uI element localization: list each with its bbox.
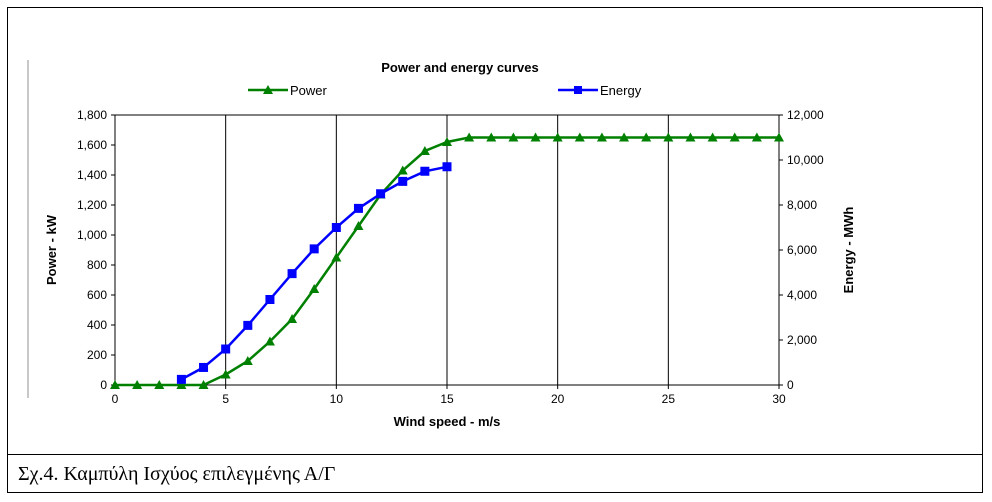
y-left-tick-label: 1,800 [77, 108, 107, 122]
y-left-tick-label: 400 [87, 318, 107, 332]
power-point [596, 132, 607, 142]
y-right-tick-label: 2,000 [787, 333, 817, 347]
x-tick-label: 0 [112, 392, 119, 406]
y-left-tick-label: 1,600 [77, 138, 107, 152]
power-point [287, 314, 298, 323]
power-point [641, 132, 652, 142]
power-point [309, 284, 320, 293]
power-point [397, 165, 408, 175]
y-right-tick-label: 6,000 [787, 243, 817, 257]
x-tick-label: 20 [551, 392, 565, 406]
power-point [552, 132, 563, 142]
power-point [707, 132, 718, 142]
y-left-tick-label: 600 [87, 288, 107, 302]
y-right-tick-label: 10,000 [787, 153, 824, 167]
energy-point [420, 166, 430, 176]
energy-point [442, 162, 452, 172]
power-point [264, 336, 275, 346]
energy-point [287, 269, 297, 279]
energy-point [309, 244, 319, 254]
gridlines [225, 115, 669, 385]
power-point [729, 132, 740, 142]
energy-point [398, 176, 408, 186]
y-right-tick-label: 0 [787, 378, 794, 392]
x-axis-title: Wind speed - m/s [394, 414, 501, 429]
energy-point [221, 344, 231, 354]
chart-title: Power and energy curves [381, 60, 539, 75]
power-point [574, 132, 585, 142]
series-layer [110, 132, 784, 389]
y-right-axis-title: Energy - MWh [841, 207, 856, 294]
power-point [486, 132, 497, 142]
power-point [132, 380, 143, 389]
energy-point [265, 295, 275, 304]
power-point [242, 356, 253, 365]
power-point [154, 380, 165, 389]
y-left-axis-title: Power - kW [44, 214, 59, 285]
power-point [508, 132, 519, 142]
power-point [751, 132, 762, 142]
legend-energy-marker [574, 86, 582, 94]
x-tick-label: 5 [222, 392, 229, 406]
y-left-tick-label: 800 [87, 258, 107, 272]
y-left-tick-label: 200 [87, 348, 107, 362]
power-point [442, 137, 452, 146]
x-tick-label: 10 [330, 392, 344, 406]
power-point [774, 132, 784, 142]
y-left-tick-label: 1,000 [77, 228, 107, 242]
power-point [220, 369, 231, 379]
power-point [419, 146, 430, 155]
axis-ticks: 0 5 10 15 20 25 3002004006008001,0001,2001,400… [77, 108, 824, 406]
caption-divider [8, 454, 982, 455]
x-tick-label: 15 [440, 392, 454, 406]
energy-point [243, 320, 253, 330]
y-right-tick-label: 12,000 [787, 108, 824, 122]
y-left-tick-label: 0 [100, 378, 107, 392]
energy-point [353, 203, 363, 213]
figure-caption: Σχ.4. Καμπύλη Ισχύος επιλεγμένης Α/Γ [18, 463, 336, 485]
power-point [198, 380, 209, 389]
power-point [331, 252, 342, 262]
power-energy-chart: 0 5 10 15 20 25 3002004006008001,0001,2001,400… [27, 60, 856, 429]
y-left-tick-label: 1,200 [77, 198, 107, 212]
x-tick-label: 30 [772, 392, 786, 406]
power-point [176, 380, 187, 389]
energy-point [376, 189, 386, 199]
legend-power-label: Power [290, 83, 328, 98]
legend-power-marker [263, 85, 273, 94]
x-tick-label: 25 [662, 392, 676, 406]
legend: Power Energy [248, 83, 642, 98]
y-left-tick-label: 1,400 [77, 168, 107, 182]
legend-energy-label: Energy [600, 83, 642, 98]
power-point [663, 132, 674, 142]
power-point [530, 132, 541, 142]
power-point [110, 380, 120, 389]
power-point [685, 132, 696, 142]
energy-point [331, 223, 341, 232]
power-point [464, 132, 475, 142]
power-point [353, 221, 364, 230]
y-right-tick-label: 8,000 [787, 198, 817, 212]
energy-point [199, 362, 209, 372]
y-right-tick-label: 4,000 [787, 288, 817, 302]
energy-point [176, 374, 186, 384]
power-point [619, 132, 630, 142]
